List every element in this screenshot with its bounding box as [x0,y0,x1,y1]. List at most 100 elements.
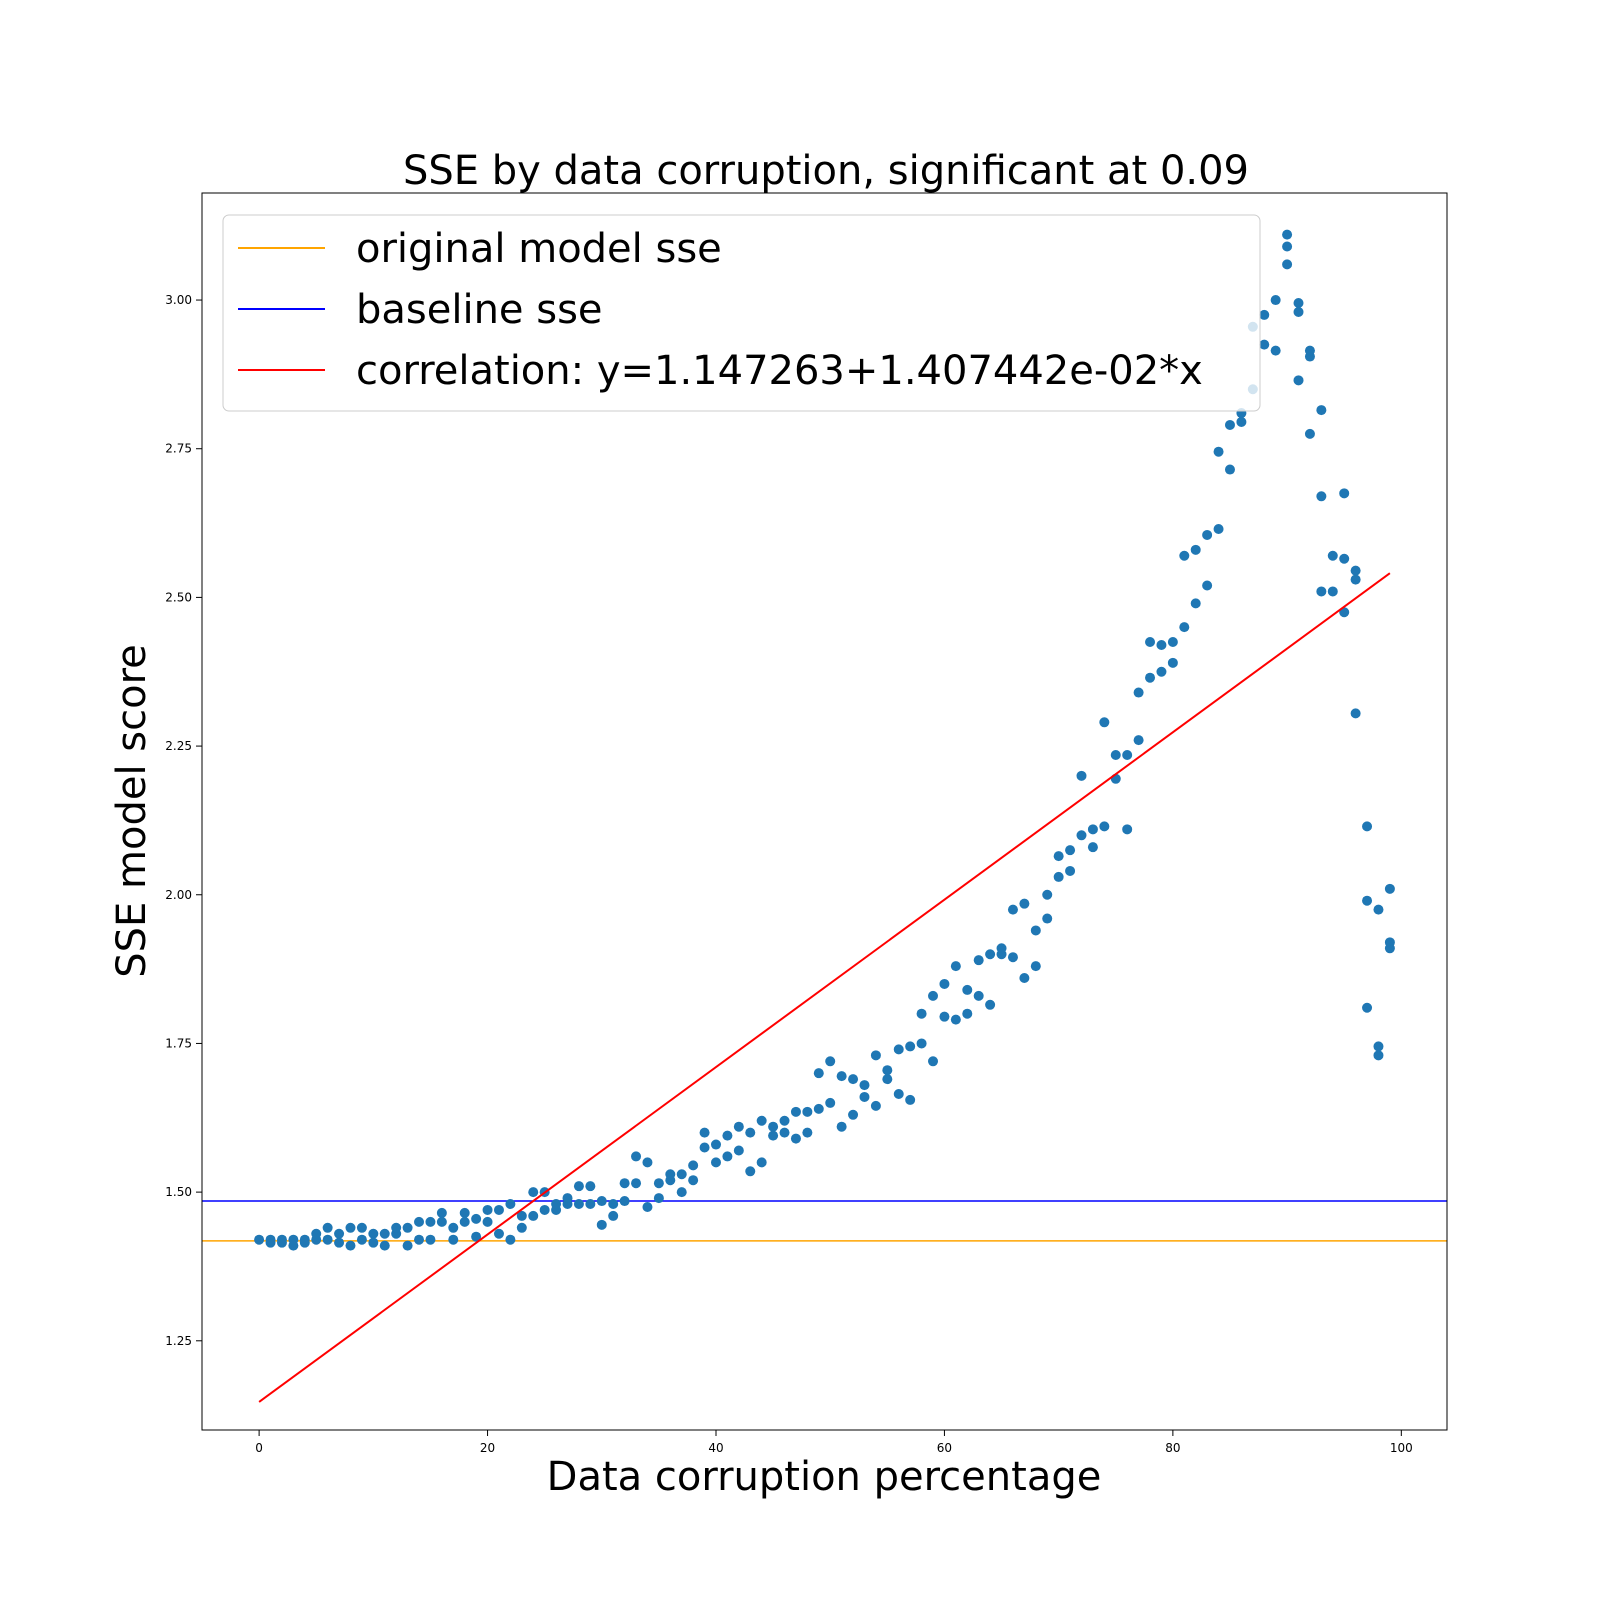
legend-box [222,214,1261,412]
scatter-point [334,1228,345,1239]
scatter-point [688,1160,699,1171]
y-tick-label: 1.50 [165,1185,192,1199]
scatter-point [642,1201,653,1212]
scatter-point [1099,717,1110,728]
scatter-point [402,1240,413,1251]
scatter-point [882,1074,893,1085]
scatter-point [996,943,1007,954]
scatter-point [1339,488,1350,499]
scatter-point [1053,851,1064,862]
legend-label-baseline: baseline sse [356,287,603,333]
scatter-point [1350,708,1361,719]
scatter-point [1350,565,1361,576]
scatter-point [985,999,996,1010]
scatter-point [882,1065,893,1076]
scatter-point [802,1106,813,1117]
scatter-point [1384,883,1395,894]
scatter-point [551,1199,562,1210]
scatter-point [311,1228,322,1239]
scatter-point [528,1187,539,1198]
scatter-point [973,955,984,966]
legend-label-correlation: correlation: y=1.147263+1.407442e-02*x [356,348,1203,394]
x-tick-label: 0 [255,1441,263,1455]
scatter-point [528,1210,539,1221]
scatter-point [1282,259,1293,270]
scatter-point [1179,550,1190,561]
scatter-point [505,1199,516,1210]
scatter-point [585,1199,596,1210]
y-tick-label: 2.25 [165,739,192,753]
scatter-point [334,1237,345,1248]
scatter-point [905,1041,916,1052]
scatter-point [699,1142,710,1153]
scatter-point [985,949,996,960]
scatter-point [1076,830,1087,841]
y-tick-label: 2.75 [165,442,192,456]
scatter-point [733,1121,744,1132]
scatter-point [1362,1002,1373,1013]
scatter-point [1259,339,1270,350]
y-tick-label: 1.75 [165,1036,192,1050]
scatter-point [356,1234,367,1245]
scatter-point [939,1011,950,1022]
scatter-point [768,1121,779,1132]
scatter-point [1167,637,1178,648]
scatter-point [368,1228,379,1239]
x-tick-label: 20 [480,1441,495,1455]
scatter-point [356,1222,367,1233]
scatter-point [756,1157,767,1168]
scatter-point [848,1109,859,1120]
scatter-point [1099,821,1110,832]
scatter-point [1042,889,1053,900]
scatter-point [1087,824,1098,835]
scatter-point [1179,622,1190,633]
chart-title: SSE by data corruption, significant at 0… [403,148,1249,194]
scatter-point [516,1222,527,1233]
scatter-point [322,1234,333,1245]
scatter-point [573,1181,584,1192]
scatter-point [653,1193,664,1204]
scatter-point [482,1204,493,1215]
scatter-point [813,1068,824,1079]
scatter-point [1339,553,1350,564]
scatter-point [1316,405,1327,416]
scatter-point [1190,598,1201,609]
scatter-point [596,1196,607,1207]
scatter-point [1282,241,1293,252]
scatter-point [1304,345,1315,356]
scatter-point [1145,637,1156,648]
scatter-point [722,1151,733,1162]
scatter-point [1373,1050,1384,1061]
x-axis-label: Data corruption percentage [547,1454,1102,1500]
scatter-point [631,1178,642,1189]
scatter-point [790,1133,801,1144]
scatter-point [870,1050,881,1061]
scatter-point [813,1103,824,1114]
scatter-point [1110,750,1121,761]
scatter-point [710,1139,721,1150]
scatter-point [1122,824,1133,835]
scatter-point [1007,904,1018,915]
scatter-point [471,1231,482,1242]
scatter-point [848,1074,859,1085]
scatter-point [459,1216,470,1227]
y-axis-label: SSE model score [109,644,155,978]
scatter-point [950,1014,961,1025]
scatter-point [1122,750,1133,761]
scatter-point [1156,639,1167,650]
scatter-point [1145,672,1156,683]
x-tick-label: 100 [1390,1441,1413,1455]
scatter-point [1259,309,1270,320]
y-tick-label: 3.00 [165,293,192,307]
y-axis: 1.25 1.50 1.75 2.00 2.25 2.50 2.75 3.00 [165,293,202,1348]
scatter-point [1350,574,1361,585]
scatter-point [288,1234,299,1245]
scatter-point [939,978,950,989]
scatter-point [1362,895,1373,906]
scatter-point [825,1056,836,1067]
x-tick-label: 40 [708,1441,723,1455]
scatter-point [1373,1041,1384,1052]
scatter-point [573,1199,584,1210]
scatter-point [1156,666,1167,677]
scatter-point [1042,913,1053,924]
